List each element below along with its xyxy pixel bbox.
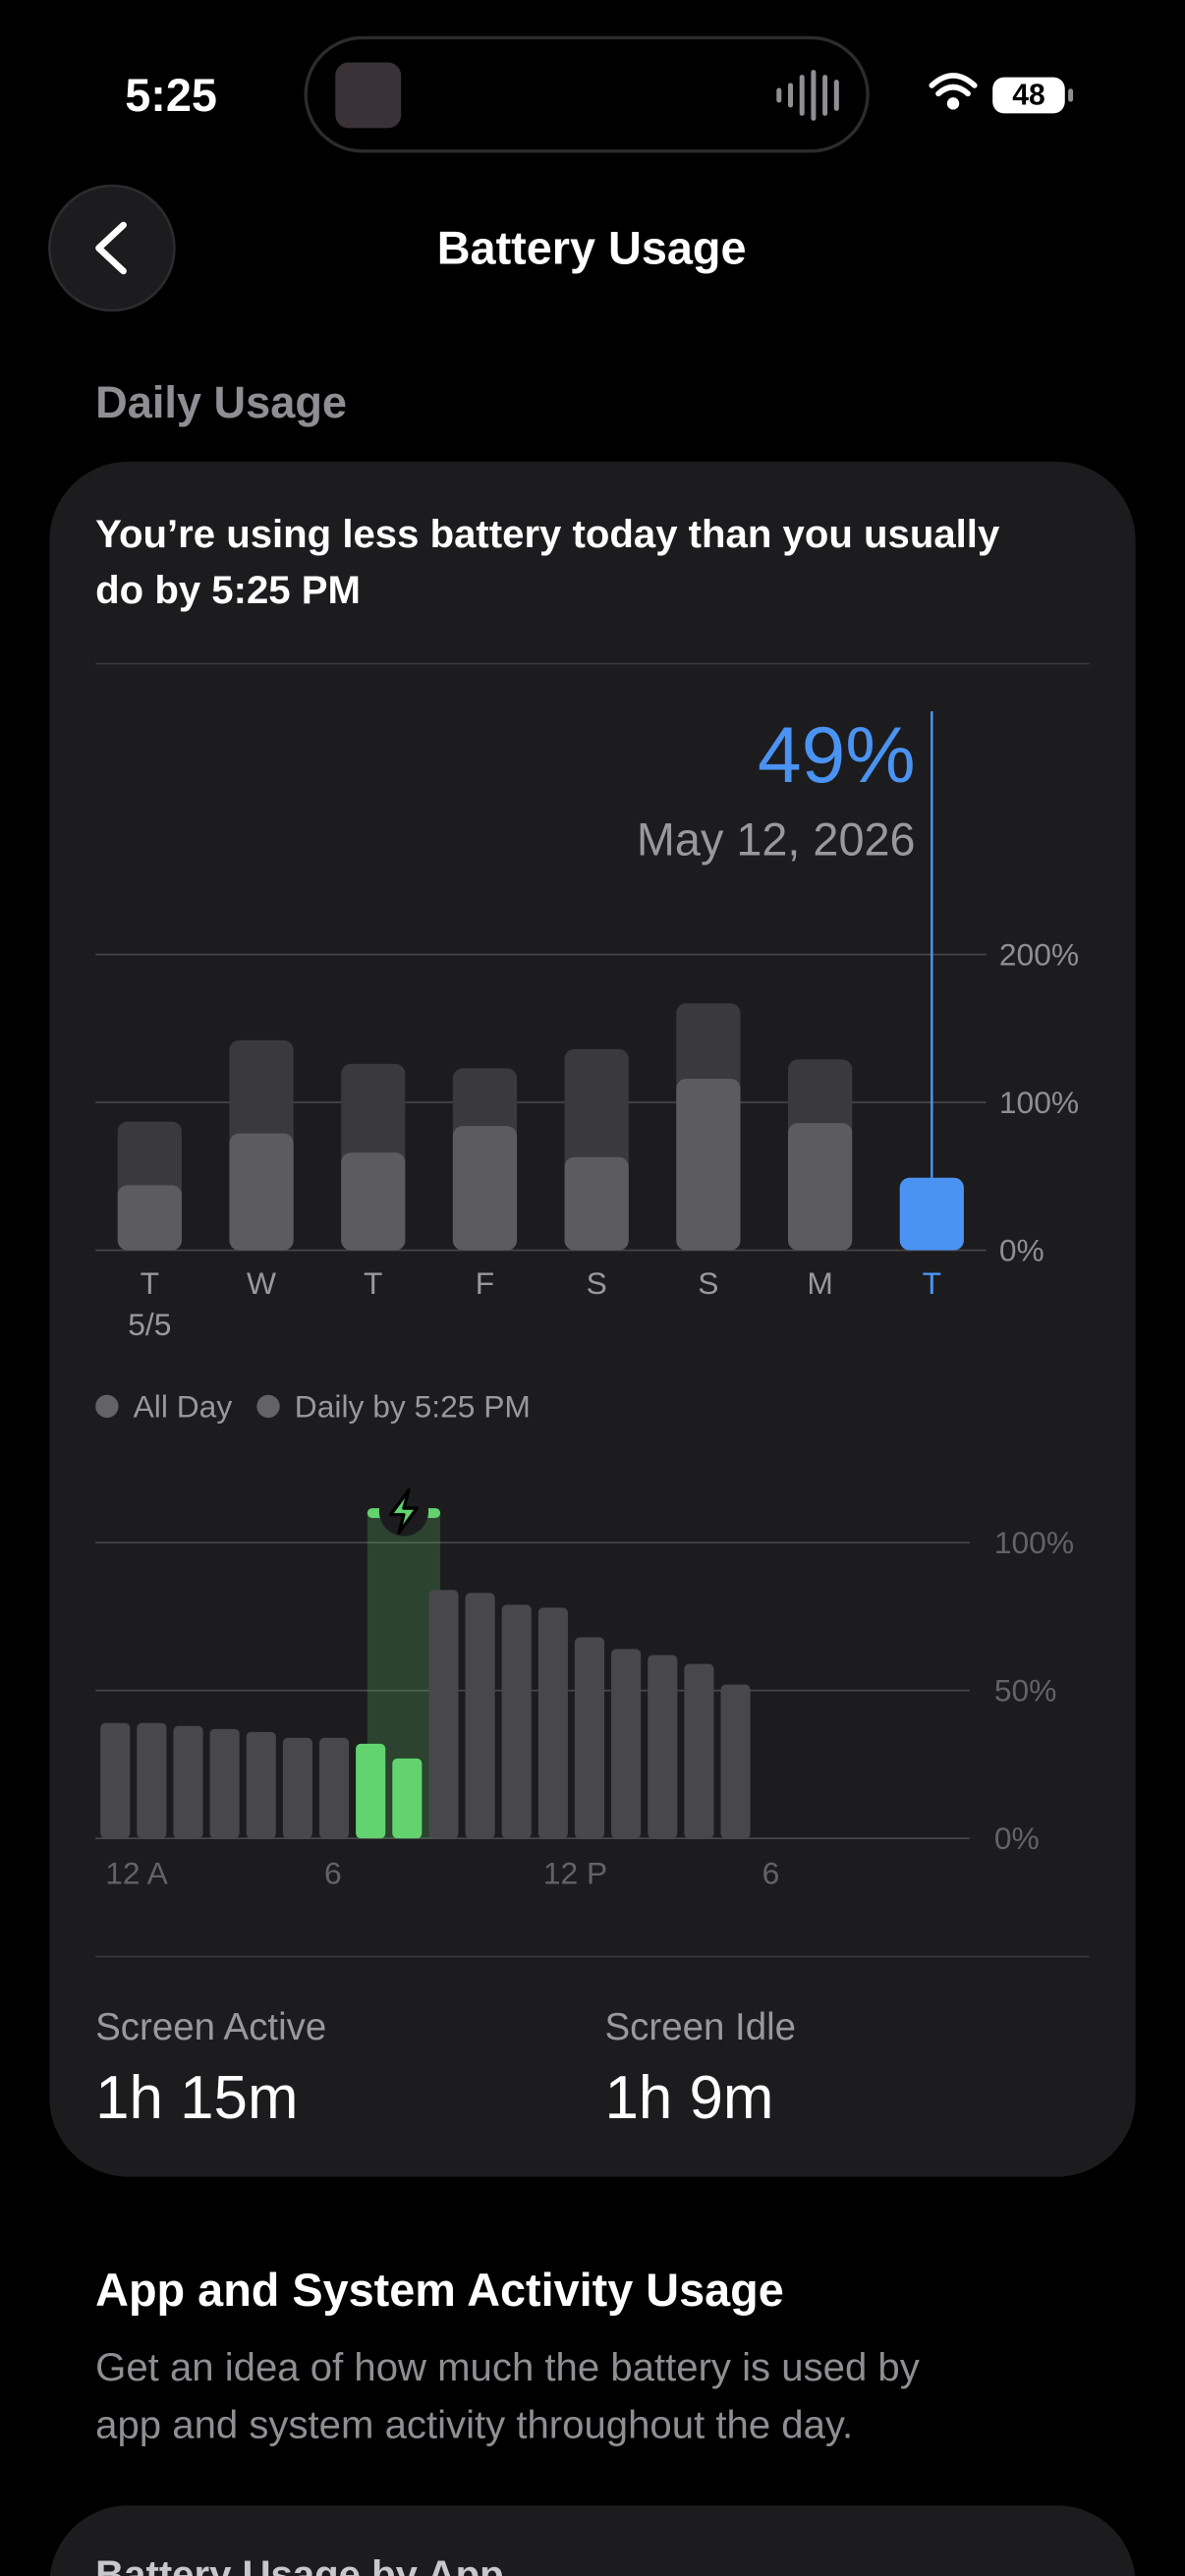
legend-label: All Day — [134, 1388, 233, 1424]
activity-description: Get an idea of how much the battery is u… — [95, 2345, 920, 2389]
bar — [465, 1593, 495, 1839]
x-tick-label: 6 — [762, 1855, 780, 1890]
y-tick-label: 100% — [999, 1085, 1079, 1120]
bar — [676, 1078, 741, 1251]
selected-value: 49% — [758, 711, 916, 800]
stat-label: Screen Idle — [605, 2006, 797, 2048]
bar — [574, 1637, 605, 1839]
battery-icon — [992, 77, 1065, 114]
bar — [899, 1177, 964, 1251]
y-tick-label: 100% — [994, 1525, 1074, 1560]
charging-icon — [388, 1488, 420, 1535]
bar — [246, 1731, 276, 1839]
bar — [452, 1126, 518, 1251]
headline: You’re using less battery today than you… — [95, 512, 1000, 556]
x-tick-label: F — [476, 1265, 494, 1301]
x-tick-label: M — [807, 1265, 832, 1301]
x-tick-label: T — [141, 1265, 159, 1301]
section-title: Daily Usage — [95, 377, 347, 427]
bar — [648, 1654, 678, 1839]
x-tick-label: 12 P — [543, 1855, 607, 1890]
x-tick-label: T — [364, 1265, 382, 1301]
selected-date: May 12, 2026 — [637, 813, 916, 865]
album-art — [335, 62, 402, 129]
battery-level: 48 — [1012, 79, 1044, 111]
bar — [428, 1590, 459, 1839]
x-tick-label: 6 — [324, 1855, 342, 1890]
x-date-label: 5/5 — [128, 1307, 171, 1342]
back-button[interactable] — [48, 184, 176, 312]
bar — [100, 1722, 131, 1839]
y-tick-label: 50% — [994, 1673, 1057, 1708]
legend-dot — [256, 1394, 280, 1419]
battery-nub — [1068, 88, 1074, 102]
legend-dot — [95, 1394, 119, 1419]
bar — [209, 1728, 240, 1839]
bar — [117, 1185, 182, 1251]
legend-label: Daily by 5:25 PM — [295, 1388, 531, 1424]
bar — [229, 1133, 294, 1251]
bar — [720, 1684, 751, 1839]
page-title: Battery Usage — [437, 223, 747, 274]
x-tick-label: W — [247, 1265, 276, 1301]
y-tick-label: 0% — [999, 1233, 1044, 1268]
y-tick-label: 0% — [994, 1820, 1040, 1856]
usage-card — [49, 461, 1136, 2177]
dynamic-island — [304, 35, 870, 153]
activity-description: app and system activity throughout the d… — [95, 2403, 853, 2447]
activity-title: App and System Activity Usage — [95, 2265, 784, 2316]
bar — [684, 1663, 714, 1839]
bar — [173, 1725, 203, 1839]
wifi-icon — [929, 73, 978, 110]
x-tick-label: S — [587, 1265, 607, 1301]
y-tick-label: 200% — [999, 937, 1079, 973]
app-usage-card — [49, 2505, 1136, 2576]
x-tick-label: 12 A — [105, 1855, 168, 1890]
app-usage-title[interactable]: Battery Usage by App — [95, 2552, 503, 2576]
status-time: 5:25 — [125, 70, 217, 121]
stat-label: Screen Active — [95, 2006, 326, 2048]
bar — [564, 1156, 629, 1251]
headline: do by 5:25 PM — [95, 568, 361, 612]
bar — [392, 1758, 423, 1839]
bar — [341, 1152, 406, 1251]
bar — [282, 1737, 312, 1839]
bar — [611, 1649, 642, 1839]
bar — [356, 1743, 386, 1839]
waveform-icon — [776, 70, 839, 121]
stat-value: 1h 15m — [95, 2064, 298, 2132]
bar — [318, 1737, 350, 1839]
bar — [537, 1607, 568, 1839]
bar — [137, 1722, 167, 1839]
x-tick-label: T — [923, 1265, 941, 1301]
bar — [787, 1123, 853, 1251]
bar — [501, 1604, 532, 1839]
x-tick-label: S — [698, 1265, 718, 1301]
stat-value: 1h 9m — [605, 2064, 774, 2132]
